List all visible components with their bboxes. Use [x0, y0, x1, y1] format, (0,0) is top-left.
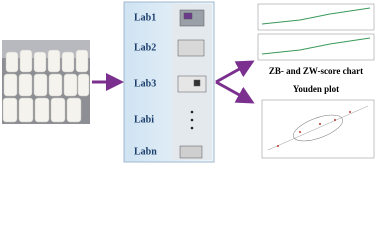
lab-label: Labi [134, 114, 154, 125]
ellipsis [190, 110, 194, 130]
arrow [215, 60, 255, 84]
instruments [177, 9, 207, 159]
diagram: Lab1 Lab2 Lab3 Labi Labn ZB- and ZW-score ch… [2, 1, 375, 163]
lab-label: Lab1 [134, 12, 156, 23]
sample-photo [2, 40, 90, 124]
lab-label: Lab2 [134, 42, 156, 53]
lab-label: Labn [134, 146, 157, 157]
arrow [215, 80, 255, 104]
output-label: ZB- and ZW-score chart [269, 66, 363, 76]
lab-label: Lab3 [134, 78, 156, 89]
score-chart-thumbnail [257, 3, 375, 61]
youden-thumbnail [261, 99, 375, 159]
output-label: Youden plot [293, 84, 339, 94]
